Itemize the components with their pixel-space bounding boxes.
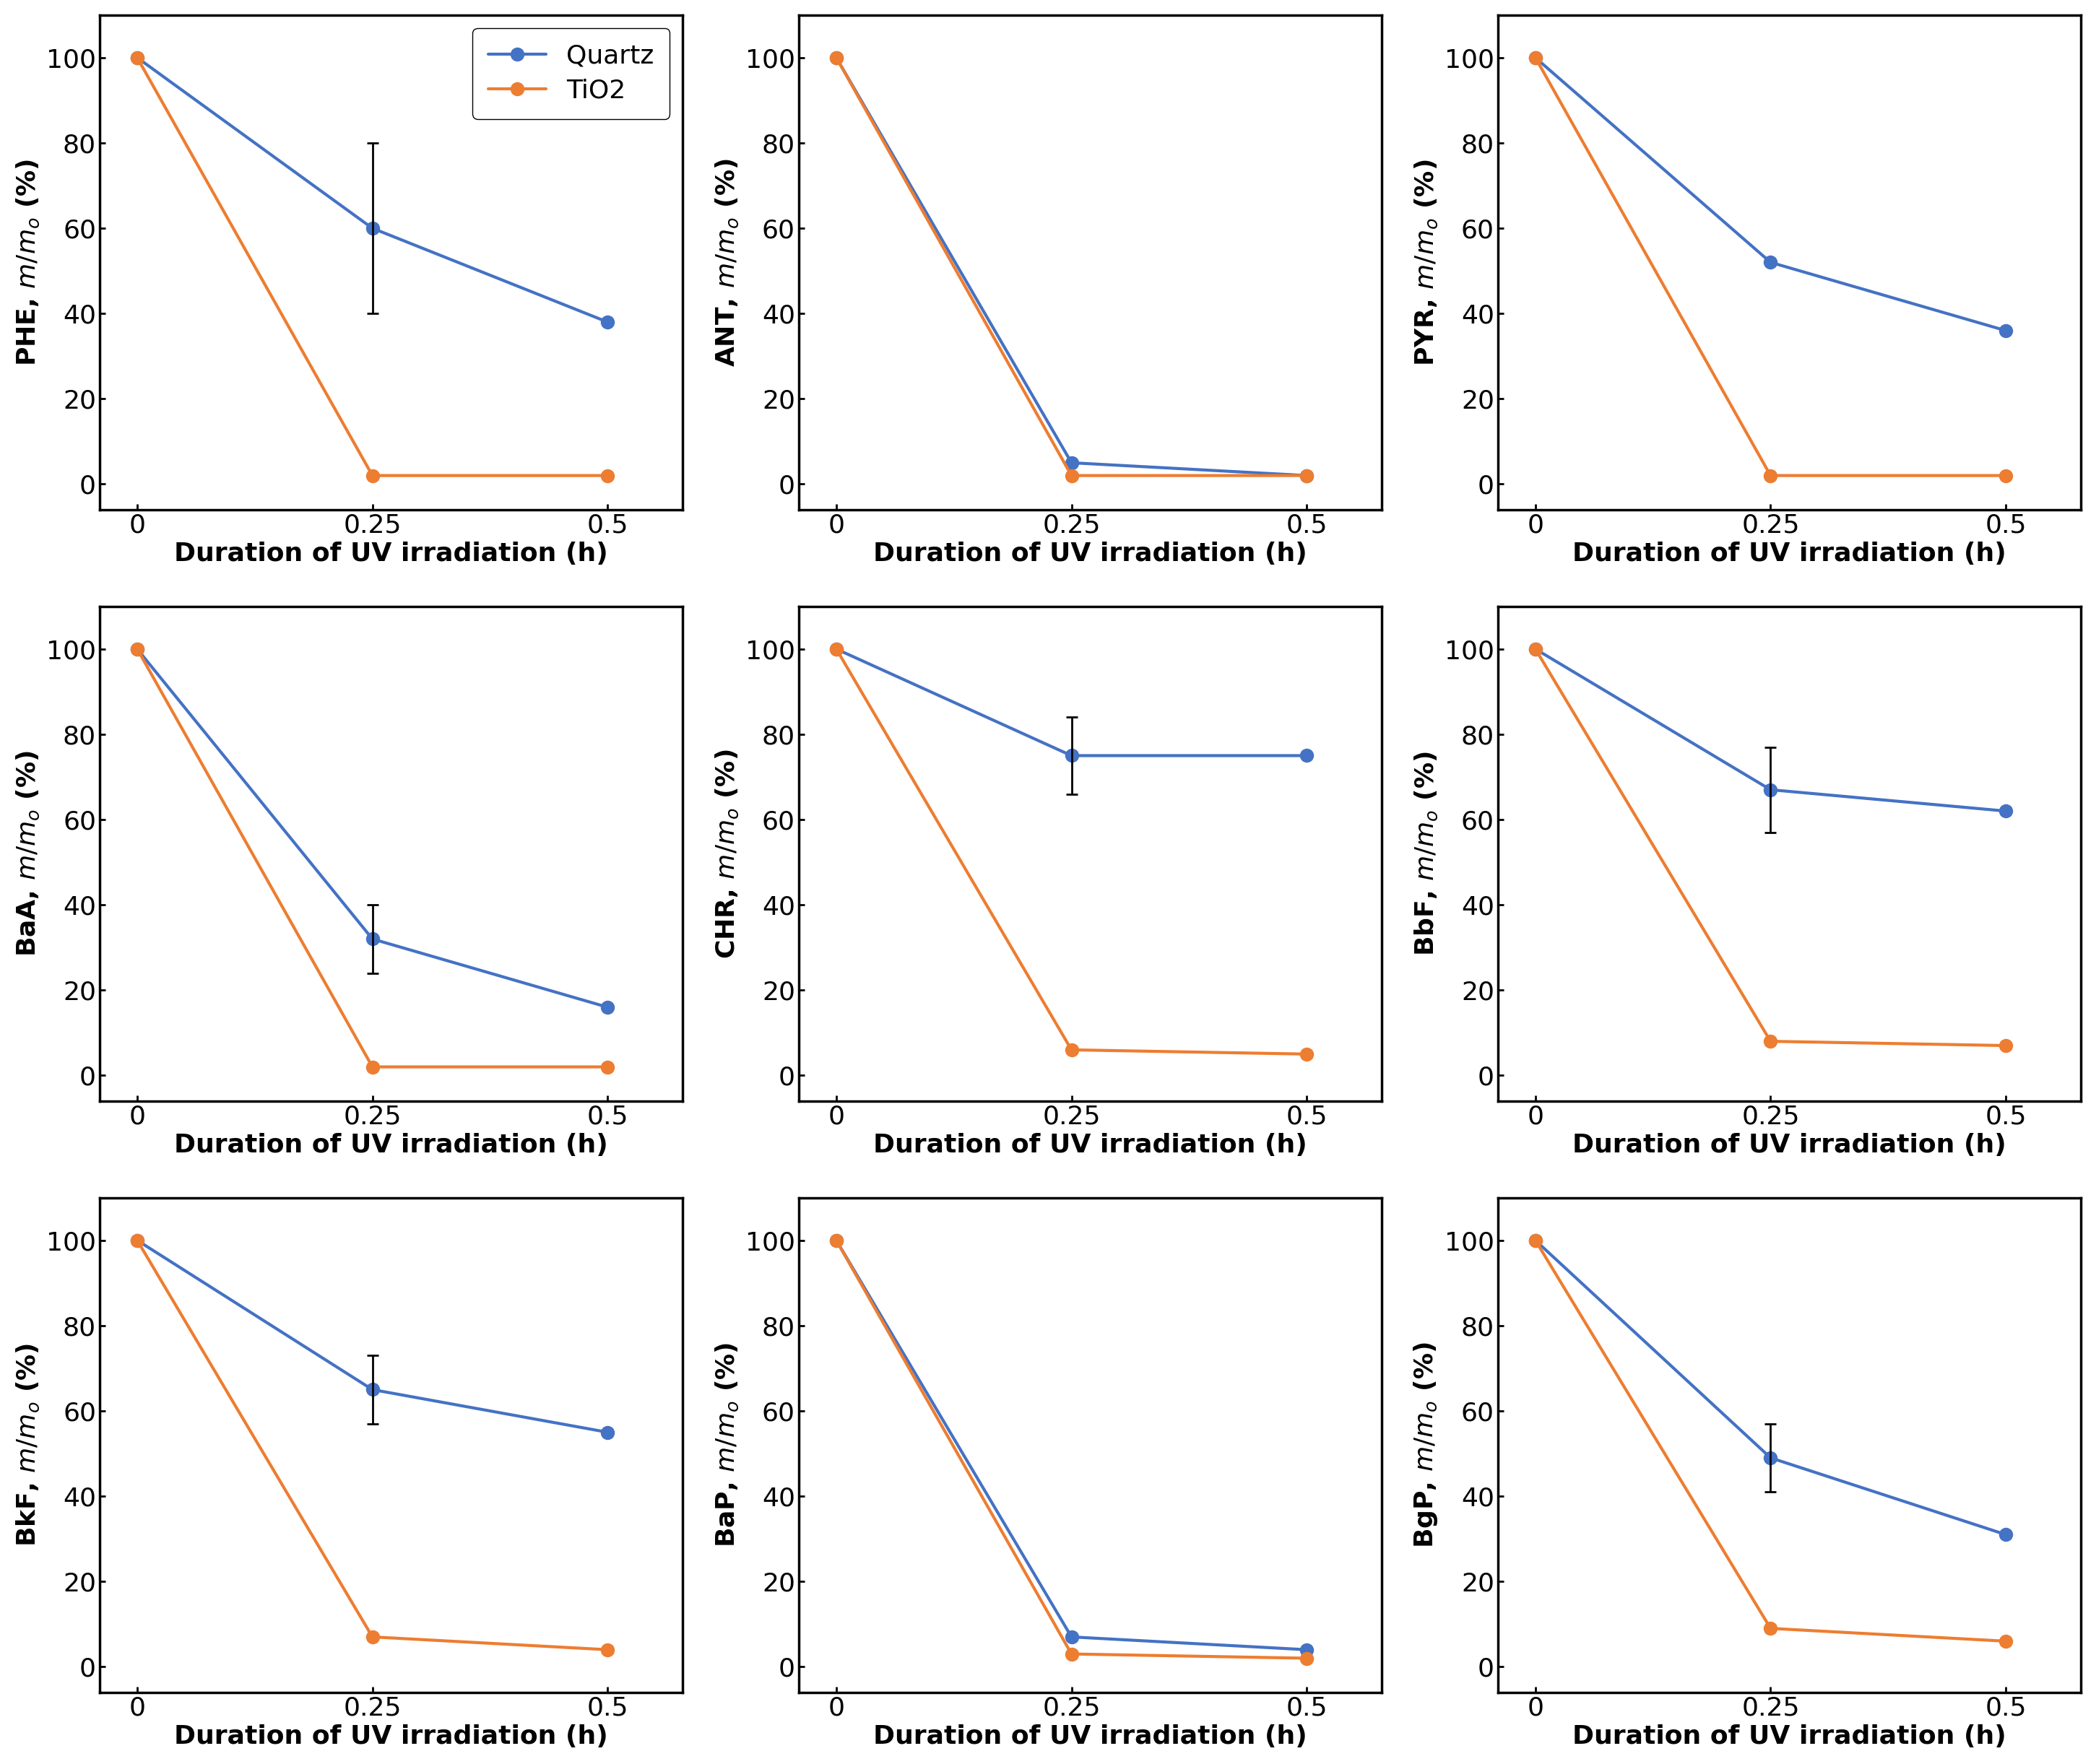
Y-axis label: PHE, $m/m_o$ (%): PHE, $m/m_o$ (%)	[15, 159, 42, 367]
Line: Quartz: Quartz	[130, 642, 614, 1014]
TiO2	[1759, 1030, 1784, 1051]
TiO2	[1058, 1039, 1084, 1060]
Line: TiO2: TiO2	[130, 1233, 614, 1656]
Line: Quartz: Quartz	[1528, 51, 2012, 337]
Line: Quartz: Quartz	[830, 642, 1314, 762]
Quartz	[124, 48, 149, 69]
Quartz	[1993, 319, 2018, 340]
X-axis label: Duration of UV irradiation (h): Duration of UV irradiation (h)	[174, 542, 608, 566]
Quartz	[824, 1230, 849, 1251]
Quartz	[1058, 1626, 1084, 1648]
TiO2	[595, 1057, 620, 1078]
Quartz	[1293, 1639, 1318, 1660]
TiO2	[1993, 1035, 2018, 1057]
Line: TiO2: TiO2	[130, 51, 614, 483]
Line: Quartz: Quartz	[830, 51, 1314, 483]
TiO2	[1524, 48, 1549, 69]
TiO2	[1524, 1230, 1549, 1251]
Line: TiO2: TiO2	[830, 642, 1314, 1062]
Quartz	[824, 48, 849, 69]
Quartz	[595, 997, 620, 1018]
X-axis label: Duration of UV irradiation (h): Duration of UV irradiation (h)	[1572, 1725, 2006, 1748]
X-axis label: Duration of UV irradiation (h): Duration of UV irradiation (h)	[1572, 542, 2006, 566]
TiO2	[824, 1230, 849, 1251]
Y-axis label: CHR, $m/m_o$ (%): CHR, $m/m_o$ (%)	[715, 748, 740, 958]
Y-axis label: BgP, $m/m_o$ (%): BgP, $m/m_o$ (%)	[1413, 1342, 1440, 1549]
X-axis label: Duration of UV irradiation (h): Duration of UV irradiation (h)	[874, 1132, 1308, 1157]
TiO2	[824, 48, 849, 69]
Quartz	[361, 928, 386, 949]
Line: Quartz: Quartz	[130, 1233, 614, 1439]
TiO2	[124, 639, 149, 660]
TiO2	[1058, 1644, 1084, 1665]
Quartz	[1993, 801, 2018, 822]
X-axis label: Duration of UV irradiation (h): Duration of UV irradiation (h)	[174, 1725, 608, 1748]
TiO2	[124, 1230, 149, 1251]
Line: Quartz: Quartz	[130, 51, 614, 330]
TiO2	[1293, 1044, 1318, 1065]
Quartz	[1524, 639, 1549, 660]
Quartz	[1058, 744, 1084, 766]
TiO2	[1759, 466, 1784, 487]
X-axis label: Duration of UV irradiation (h): Duration of UV irradiation (h)	[874, 1725, 1308, 1748]
Quartz	[124, 639, 149, 660]
Y-axis label: BaP, $m/m_o$ (%): BaP, $m/m_o$ (%)	[715, 1342, 740, 1547]
Legend: Quartz, TiO2: Quartz, TiO2	[472, 28, 671, 118]
Quartz	[1759, 780, 1784, 801]
Y-axis label: PYR, $m/m_o$ (%): PYR, $m/m_o$ (%)	[1413, 159, 1440, 365]
TiO2	[1058, 466, 1084, 487]
TiO2	[595, 466, 620, 487]
Quartz	[824, 639, 849, 660]
TiO2	[1293, 466, 1318, 487]
Line: TiO2: TiO2	[1528, 1233, 2012, 1648]
Quartz	[1524, 1230, 1549, 1251]
TiO2	[824, 639, 849, 660]
Quartz	[1058, 452, 1084, 473]
Line: Quartz: Quartz	[1528, 642, 2012, 818]
Quartz	[595, 312, 620, 333]
Quartz	[595, 1422, 620, 1443]
X-axis label: Duration of UV irradiation (h): Duration of UV irradiation (h)	[874, 542, 1308, 566]
TiO2	[1524, 639, 1549, 660]
TiO2	[1993, 466, 2018, 487]
Quartz	[1293, 466, 1318, 487]
Line: Quartz: Quartz	[830, 1233, 1314, 1656]
TiO2	[1293, 1648, 1318, 1669]
TiO2	[595, 1639, 620, 1660]
Quartz	[1993, 1524, 2018, 1545]
Y-axis label: ANT, $m/m_o$ (%): ANT, $m/m_o$ (%)	[715, 159, 740, 367]
Quartz	[1524, 48, 1549, 69]
Quartz	[361, 1379, 386, 1401]
TiO2	[124, 48, 149, 69]
Quartz	[361, 217, 386, 238]
Line: Quartz: Quartz	[1528, 1233, 2012, 1542]
Y-axis label: BkF, $m/m_o$ (%): BkF, $m/m_o$ (%)	[15, 1342, 42, 1547]
Quartz	[1759, 1446, 1784, 1468]
Quartz	[1293, 744, 1318, 766]
X-axis label: Duration of UV irradiation (h): Duration of UV irradiation (h)	[1572, 1132, 2006, 1157]
Y-axis label: BbF, $m/m_o$ (%): BbF, $m/m_o$ (%)	[1413, 751, 1440, 956]
TiO2	[1993, 1630, 2018, 1651]
Quartz	[124, 1230, 149, 1251]
TiO2	[1759, 1618, 1784, 1639]
TiO2	[361, 1626, 386, 1648]
X-axis label: Duration of UV irradiation (h): Duration of UV irradiation (h)	[174, 1132, 608, 1157]
Line: TiO2: TiO2	[830, 51, 1314, 483]
Y-axis label: BaA, $m/m_o$ (%): BaA, $m/m_o$ (%)	[15, 750, 42, 956]
Quartz	[1759, 252, 1784, 273]
Line: TiO2: TiO2	[830, 1233, 1314, 1665]
TiO2	[361, 1057, 386, 1078]
Line: TiO2: TiO2	[1528, 51, 2012, 483]
Line: TiO2: TiO2	[130, 642, 614, 1074]
TiO2	[361, 466, 386, 487]
Line: TiO2: TiO2	[1528, 642, 2012, 1053]
